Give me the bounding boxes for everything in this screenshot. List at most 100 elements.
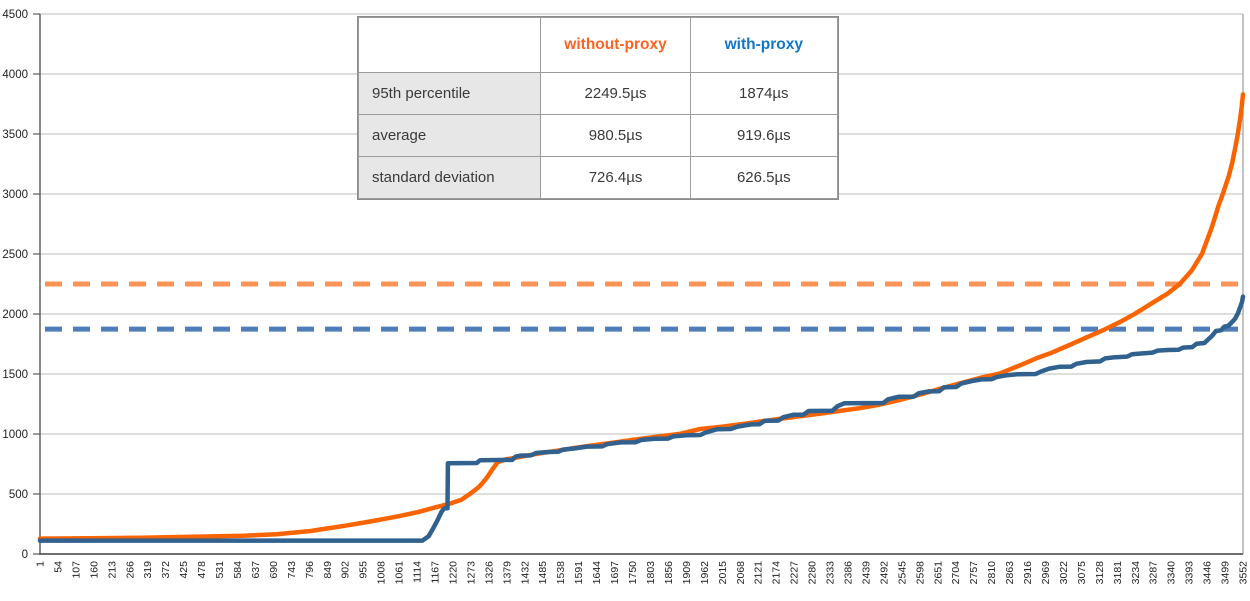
svg-text:500: 500: [9, 489, 28, 501]
svg-text:2863: 2863: [1004, 561, 1016, 585]
svg-text:1008: 1008: [376, 561, 388, 585]
stats-table: without-proxy with-proxy 95th percentile…: [357, 17, 839, 199]
svg-text:1538: 1538: [555, 561, 567, 585]
svg-text:3000: 3000: [2, 189, 28, 201]
svg-text:3075: 3075: [1076, 561, 1088, 585]
svg-text:1: 1: [35, 561, 47, 567]
stat-value-with-proxy: 626.5µs: [689, 156, 839, 199]
stat-value-with-proxy: 919.6µs: [689, 114, 839, 157]
svg-text:955: 955: [358, 561, 370, 579]
svg-text:2068: 2068: [735, 561, 747, 585]
svg-text:213: 213: [106, 561, 118, 579]
svg-text:2439: 2439: [860, 561, 872, 585]
svg-text:2227: 2227: [789, 561, 801, 585]
svg-text:1220: 1220: [448, 561, 460, 585]
svg-text:425: 425: [178, 561, 190, 579]
svg-text:637: 637: [250, 561, 262, 579]
svg-text:107: 107: [70, 561, 82, 579]
svg-text:54: 54: [53, 561, 65, 573]
stat-label: standard deviation: [357, 156, 542, 199]
svg-text:3022: 3022: [1058, 561, 1070, 585]
stats-row-standard-deviation: standard deviation 726.4µs 626.5µs: [357, 156, 839, 199]
series-with-proxy-line: [37, 294, 1246, 543]
svg-text:0: 0: [22, 549, 28, 561]
stats-table-header-row: without-proxy with-proxy: [357, 17, 839, 73]
svg-text:4000: 4000: [2, 69, 28, 81]
stat-value-with-proxy: 1874µs: [689, 72, 839, 115]
svg-text:1379: 1379: [501, 561, 513, 585]
svg-text:1803: 1803: [645, 561, 657, 585]
svg-text:2969: 2969: [1040, 561, 1052, 585]
stats-table-corner-cell: [357, 17, 542, 73]
svg-text:2810: 2810: [986, 561, 998, 585]
svg-text:1909: 1909: [681, 561, 693, 585]
svg-text:2916: 2916: [1022, 561, 1034, 585]
y-axis-labels: 0 500 1000 1500 2000 2500 3000 3500 4000 4500: [2, 9, 28, 561]
svg-text:2000: 2000: [2, 309, 28, 321]
svg-text:902: 902: [340, 561, 352, 579]
svg-text:690: 690: [268, 561, 280, 579]
svg-text:3234: 3234: [1130, 561, 1142, 585]
svg-text:1326: 1326: [483, 561, 495, 585]
stat-label: average: [357, 114, 542, 157]
svg-text:3340: 3340: [1166, 561, 1178, 585]
svg-text:2651: 2651: [932, 561, 944, 585]
svg-text:1962: 1962: [699, 561, 711, 585]
svg-text:1061: 1061: [394, 561, 406, 585]
svg-text:2386: 2386: [843, 561, 855, 585]
svg-text:531: 531: [214, 561, 226, 579]
svg-text:3128: 3128: [1094, 561, 1106, 585]
svg-text:849: 849: [322, 561, 334, 579]
svg-text:2015: 2015: [717, 561, 729, 585]
svg-text:1000: 1000: [2, 429, 28, 441]
svg-text:1167: 1167: [430, 561, 442, 584]
svg-text:2121: 2121: [753, 561, 765, 585]
svg-text:1750: 1750: [627, 561, 639, 585]
svg-text:796: 796: [304, 561, 316, 579]
svg-text:2174: 2174: [771, 561, 783, 585]
svg-text:1432: 1432: [519, 561, 531, 585]
svg-text:1856: 1856: [663, 561, 675, 585]
svg-text:2333: 2333: [825, 561, 837, 585]
svg-text:478: 478: [196, 561, 208, 579]
svg-text:743: 743: [286, 561, 298, 579]
stats-table-col-without-proxy: without-proxy: [540, 17, 691, 73]
svg-text:3181: 3181: [1112, 561, 1124, 585]
svg-text:2757: 2757: [968, 561, 980, 585]
svg-text:266: 266: [124, 561, 136, 579]
stat-value-without-proxy: 2249.5µs: [540, 72, 691, 115]
svg-text:2492: 2492: [878, 561, 890, 585]
svg-text:584: 584: [232, 561, 244, 579]
svg-text:4500: 4500: [2, 9, 28, 21]
stats-table-col-with-proxy: with-proxy: [689, 17, 839, 73]
svg-text:2598: 2598: [914, 561, 926, 585]
svg-text:319: 319: [142, 561, 154, 579]
stat-label: 95th percentile: [357, 72, 542, 115]
stat-value-without-proxy: 726.4µs: [540, 156, 691, 199]
x-axis-labels: 1 54 107 160 213 266 319 372 425 478 531 584 637 690 7…: [35, 561, 1250, 585]
percentile-reference-lines: [45, 275, 1241, 332]
svg-text:3500: 3500: [2, 129, 28, 141]
svg-text:1591: 1591: [573, 561, 585, 585]
svg-text:3499: 3499: [1220, 561, 1232, 585]
svg-text:1644: 1644: [591, 561, 603, 585]
svg-text:1273: 1273: [465, 561, 477, 585]
svg-text:3446: 3446: [1202, 561, 1214, 585]
svg-text:1485: 1485: [537, 561, 549, 585]
stat-value-without-proxy: 980.5µs: [540, 114, 691, 157]
svg-text:3552: 3552: [1238, 561, 1250, 585]
svg-text:3287: 3287: [1148, 561, 1160, 585]
svg-text:372: 372: [160, 561, 172, 579]
svg-text:3393: 3393: [1184, 561, 1196, 585]
svg-text:1114: 1114: [412, 561, 424, 583]
svg-text:1697: 1697: [609, 561, 621, 585]
svg-text:1500: 1500: [2, 369, 28, 381]
svg-text:160: 160: [88, 561, 100, 579]
svg-text:2545: 2545: [896, 561, 908, 585]
axes: [33, 13, 1247, 560]
svg-text:2704: 2704: [950, 561, 962, 585]
stats-row-average: average 980.5µs 919.6µs: [357, 114, 839, 157]
svg-text:2280: 2280: [807, 561, 819, 585]
